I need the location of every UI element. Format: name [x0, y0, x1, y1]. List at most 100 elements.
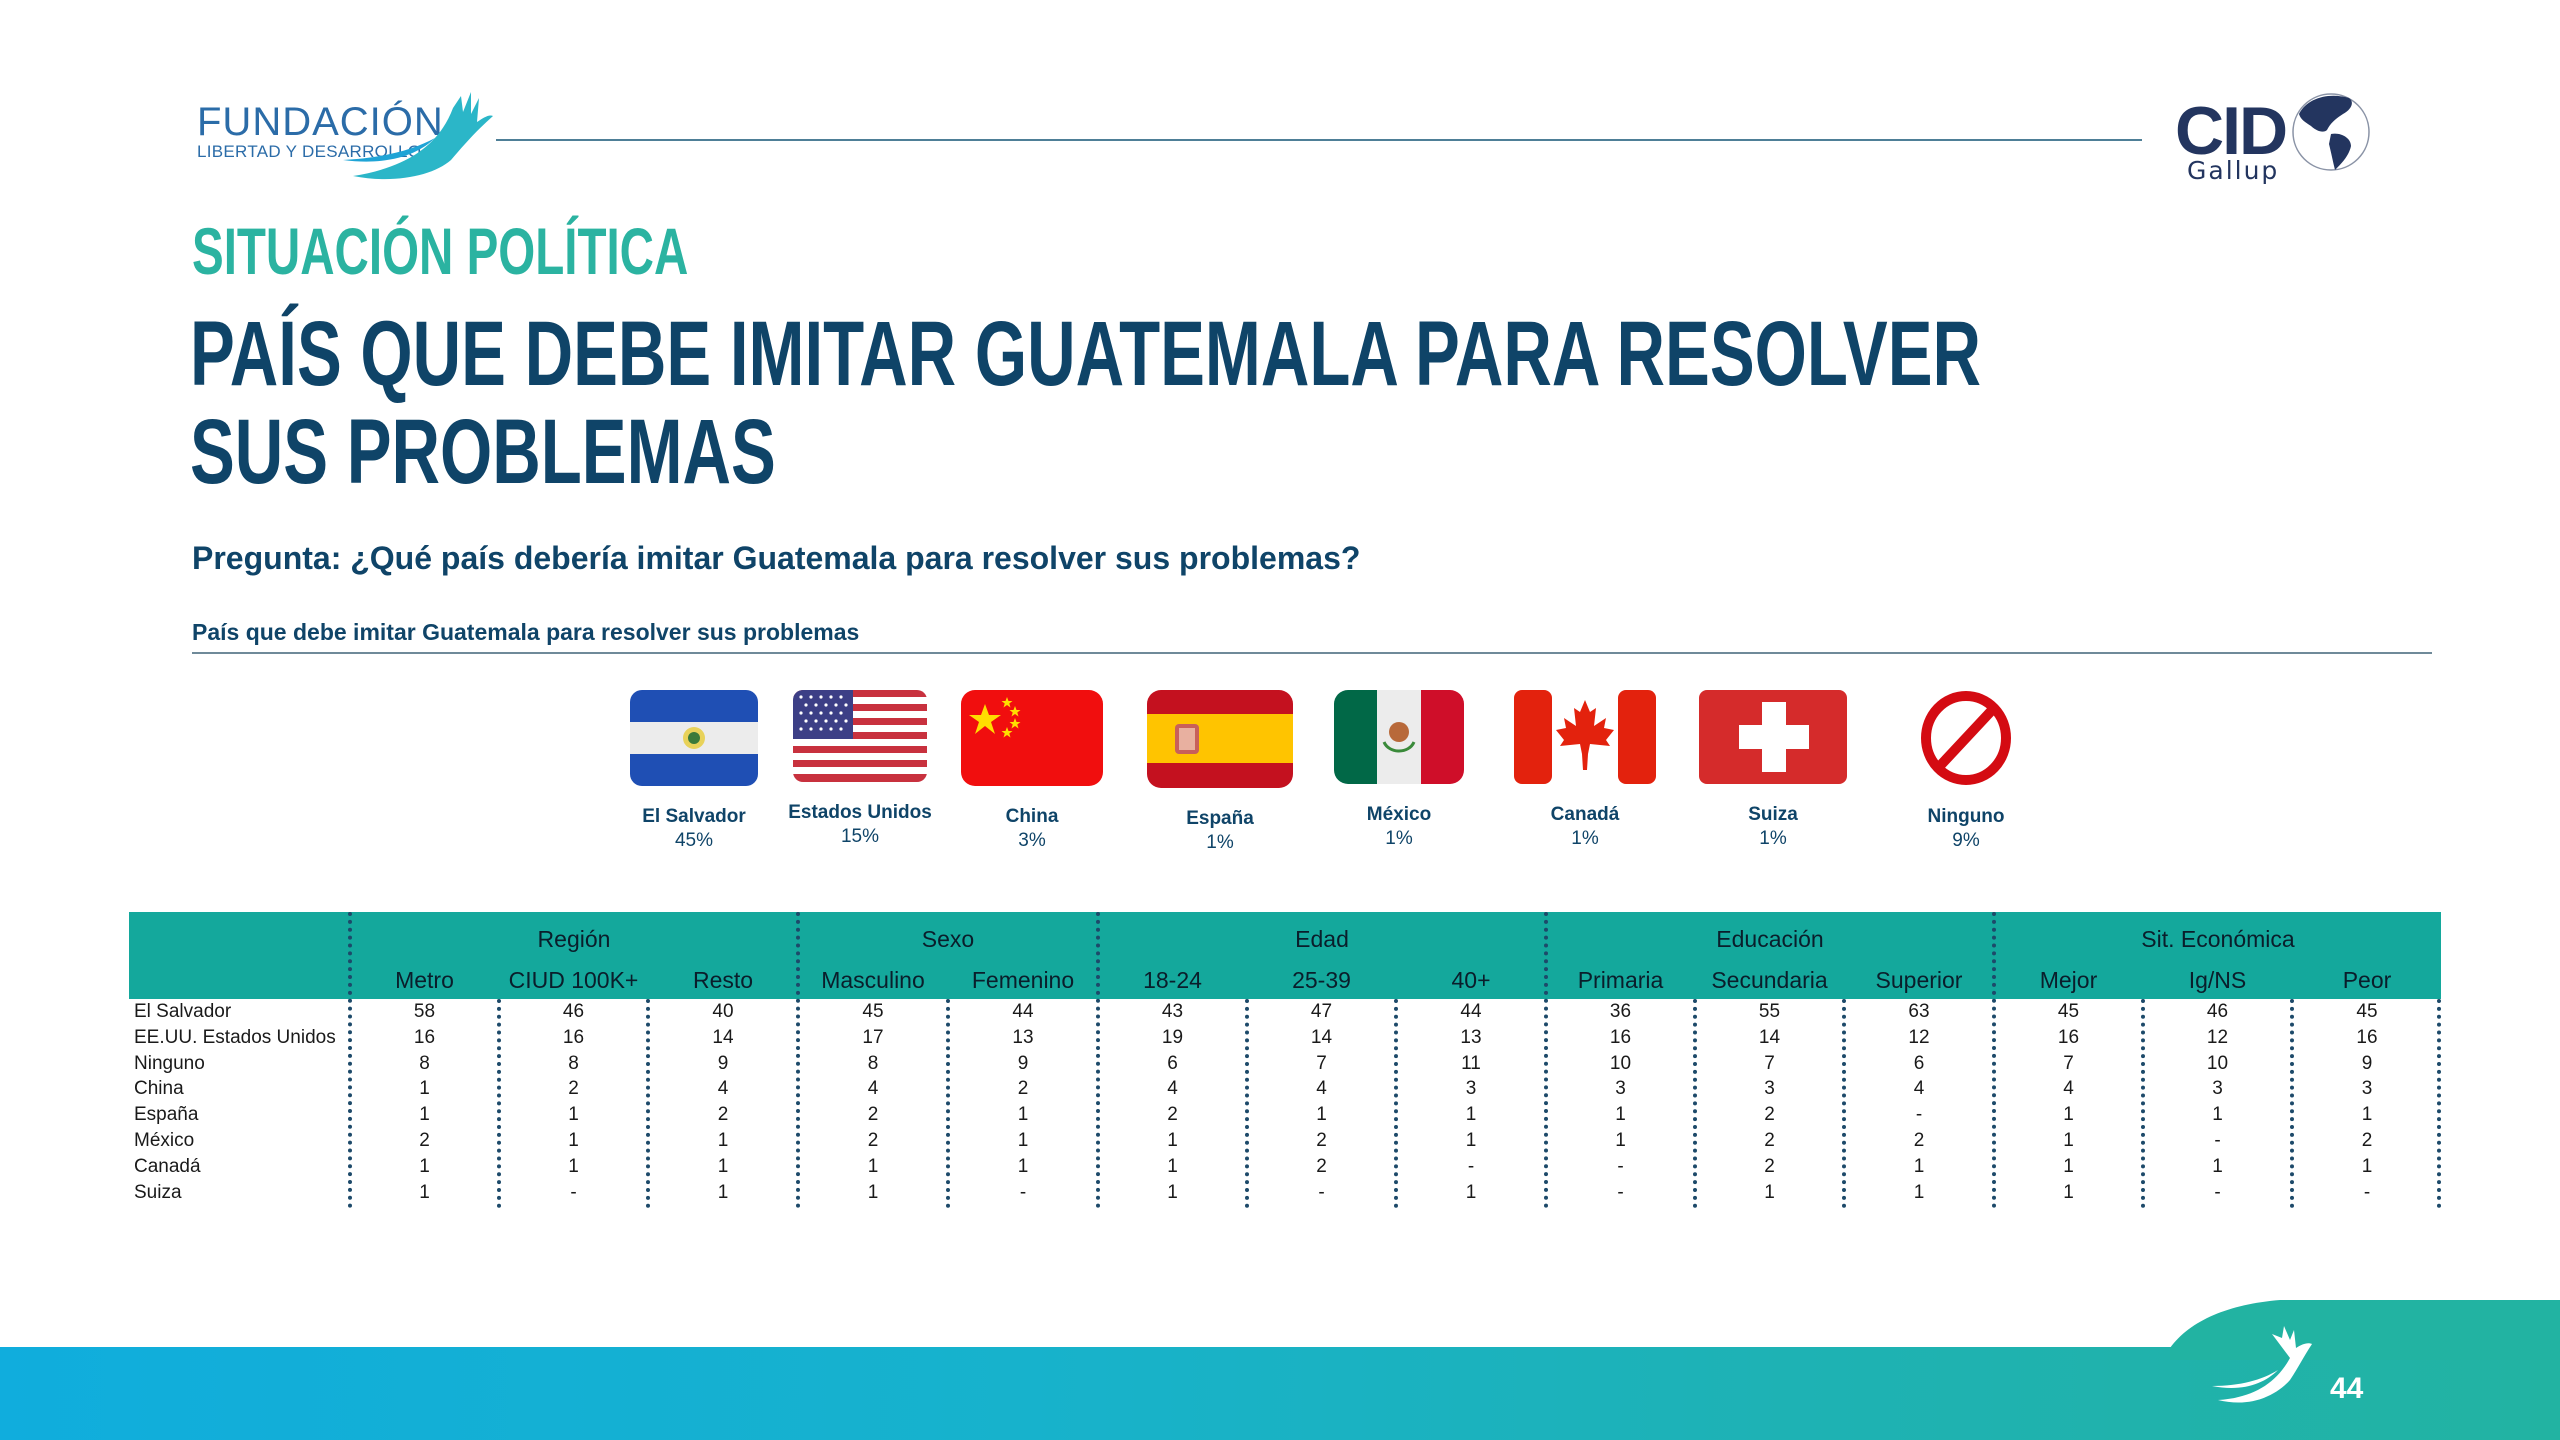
column-header: Mejor	[2039, 967, 2098, 993]
table-cell: 1	[1913, 1155, 1925, 1177]
group-divider	[2437, 999, 2441, 1208]
flag-label: Estados Unidos	[788, 802, 932, 823]
group-divider	[1096, 912, 1100, 1208]
row-label: México	[134, 1130, 195, 1151]
column-header: Metro	[395, 967, 454, 993]
table-cell: 55	[1758, 1001, 1781, 1022]
group-divider	[796, 912, 800, 1208]
table-cell: 2	[1764, 1155, 1775, 1177]
flag-item-ninguno: Ninguno 9%	[1871, 690, 2061, 852]
fundacion-logo: FUNDACIÓN LIBERTAD Y DESARROLLO	[195, 88, 495, 188]
table-cell: 1	[1017, 1130, 1029, 1151]
flag-percentage: 1%	[1206, 832, 1234, 853]
group-header-region: Región	[537, 926, 611, 952]
table-cell: 2	[1167, 1104, 1178, 1126]
table-cell: 2	[1017, 1078, 1029, 1100]
flag-item-estados-unidos: Estados Unidos 15%	[765, 690, 955, 848]
table-cell: 1	[568, 1130, 579, 1151]
china-flag-icon	[961, 690, 1103, 786]
table-cell: 43	[1161, 1001, 1184, 1022]
table-cell: 4	[1316, 1078, 1327, 1100]
table-cell: 2	[568, 1078, 579, 1100]
table-cell: 16	[413, 1026, 436, 1048]
table-cell: -	[1915, 1104, 1923, 1126]
column-divider	[1394, 999, 1398, 1208]
table-cell: 45	[2057, 1001, 2080, 1022]
flag-percentage: 3%	[1018, 830, 1046, 851]
column-divider	[1842, 999, 1846, 1208]
table-cell: 14	[712, 1026, 734, 1048]
flag-label: El Salvador	[642, 806, 746, 827]
table-cell: 2	[867, 1130, 879, 1151]
table-cell: 4	[717, 1078, 729, 1100]
table-cell: 1	[1316, 1104, 1327, 1126]
table-cell: 1	[1764, 1181, 1775, 1203]
table-cell: 1	[2212, 1104, 2223, 1126]
prohibited-icon	[1921, 691, 2011, 785]
flag-label: México	[1366, 804, 1432, 825]
table-cell: -	[1617, 1181, 1624, 1203]
table-cell: 7	[1764, 1052, 1775, 1074]
page-title: PAÍS QUE DEBE IMITAR GUATEMALA PARA RESO…	[190, 305, 1981, 501]
column-header: CIUD 100K+	[508, 967, 639, 993]
table-cell: 1	[568, 1155, 579, 1177]
table-cell: 1	[2361, 1104, 2373, 1126]
raised-hand-icon	[343, 92, 493, 180]
table-cell: 6	[1913, 1052, 1925, 1074]
page-title-line-1: PAÍS QUE DEBE IMITAR GUATEMALA PARA RESO…	[190, 303, 1981, 405]
row-label: China	[134, 1078, 184, 1100]
table-cell: 3	[1615, 1078, 1626, 1100]
column-divider	[497, 999, 501, 1208]
survey-question: Pregunta: ¿Qué país debería imitar Guate…	[192, 540, 1361, 576]
table-cell: 44	[1012, 1001, 1034, 1022]
cid-logo-main: CID	[2175, 93, 2288, 169]
table-cell: 1	[1167, 1155, 1178, 1177]
table-cell: -	[2214, 1181, 2221, 1203]
table-cell: 2	[1316, 1130, 1327, 1151]
table-cell: 13	[1460, 1026, 1482, 1048]
table-cell: 36	[1609, 1001, 1632, 1022]
table-cell: 1	[2212, 1155, 2223, 1177]
flag-percentage: 1%	[1571, 828, 1599, 849]
section-title: SITUACIÓN POLÍTICA	[192, 214, 689, 288]
table-cell: 1	[419, 1155, 430, 1177]
group-header-sit-economica: Sit. Económica	[2141, 926, 2295, 952]
column-header: Ig/NS	[2188, 967, 2247, 993]
table-cell: 12	[2206, 1026, 2229, 1048]
group-header-educacion: Educación	[1716, 926, 1824, 952]
table-cell: 2	[1316, 1155, 1327, 1177]
table-cell: 10	[2206, 1052, 2229, 1074]
table-cell: 1	[2063, 1130, 2074, 1151]
table-cell: 1	[2063, 1155, 2074, 1177]
row-label: Ninguno	[134, 1052, 205, 1074]
table-cell: 4	[1167, 1078, 1178, 1100]
group-divider	[1544, 912, 1548, 1208]
flag-item-mexico: México 1%	[1304, 690, 1494, 850]
table-cell: 3	[2361, 1078, 2373, 1100]
el-salvador-flag-icon	[630, 690, 758, 786]
usa-flag-icon	[793, 690, 927, 782]
table-cell: 1	[1465, 1104, 1477, 1126]
table-cell: 4	[867, 1078, 879, 1100]
group-divider	[348, 912, 352, 1208]
table-cell: 2	[867, 1104, 879, 1126]
flag-percentage: 1%	[1385, 828, 1413, 849]
table-cell: 14	[1758, 1026, 1781, 1048]
table-cell: 3	[1465, 1078, 1477, 1100]
table-cell: 47	[1310, 1001, 1333, 1022]
row-label: Suiza	[134, 1181, 182, 1203]
column-header: Primaria	[1577, 967, 1664, 993]
group-header-sexo: Sexo	[921, 926, 975, 952]
column-header: Superior	[1875, 967, 1963, 993]
table-cell: 9	[717, 1052, 729, 1074]
table-cell: 40	[712, 1001, 734, 1022]
table-cell: 1	[867, 1155, 879, 1177]
table-cell: 46	[562, 1001, 585, 1022]
row-label: EE.UU. Estados Unidos	[134, 1026, 336, 1048]
table-cell: 2	[1764, 1130, 1775, 1151]
table-cell: 16	[1609, 1026, 1632, 1048]
column-divider	[646, 999, 650, 1208]
table-cell: 2	[2361, 1130, 2373, 1151]
subtitle-divider	[192, 652, 2432, 654]
column-divider	[2141, 999, 2145, 1208]
